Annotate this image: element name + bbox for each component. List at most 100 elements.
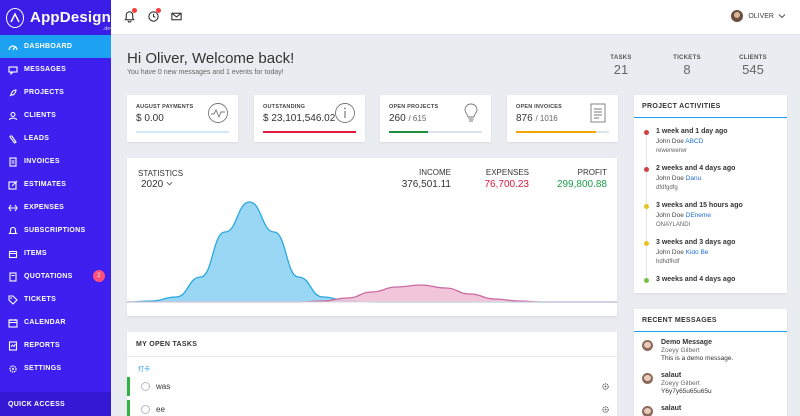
rocket-icon <box>8 88 18 98</box>
sidebar-item-label: CALENDAR <box>24 319 66 326</box>
brand[interactable]: AppDesign .dev <box>0 0 113 35</box>
message-item[interactable]: Demo Message Zoeyy Gilbert This is a demo … <box>642 339 733 362</box>
stat-tasks[interactable]: TASKS 21 <box>596 55 646 77</box>
sidebar-item-dashboard[interactable]: DASHBOARD <box>0 35 111 58</box>
sidebar-item-label: REPORTS <box>24 342 60 349</box>
gear-icon[interactable] <box>601 405 610 414</box>
sidebar-item-tickets[interactable]: TICKETS <box>0 288 111 311</box>
activity-project-link[interactable]: Kido Be <box>685 249 709 256</box>
progress-bar <box>389 131 482 133</box>
avatar <box>642 340 653 351</box>
card-outstanding[interactable]: OUTSTANDING $ 23,101,546.02 <box>254 95 365 142</box>
tasks-filter-link[interactable]: 打卡 <box>138 367 151 373</box>
sidebar-item-items[interactable]: ITEMS <box>0 242 111 265</box>
sidebar-item-leads[interactable]: LEADS <box>0 127 111 150</box>
task-checkbox[interactable] <box>141 382 150 391</box>
card-label: OPEN PROJECTS <box>389 104 439 110</box>
activity-note: ONAYLANDI <box>656 222 691 228</box>
activity-item[interactable]: 3 weeks and 15 hours ago John Doe DEneme O… <box>656 202 743 228</box>
brand-suffix: .dev <box>102 26 113 32</box>
sidebar-item-reports[interactable]: REPORTS <box>0 334 111 357</box>
sidebar-item-label: INVOICES <box>24 158 60 165</box>
notification-dot <box>132 8 137 13</box>
recent-messages-title: RECENT MESSAGES <box>634 309 787 332</box>
card-open-invoices[interactable]: OPEN INVOICES 876 / 1016 <box>507 95 618 142</box>
topbar: OLIVER <box>111 0 800 35</box>
message-from: Zoeyy Gilbert <box>661 347 700 354</box>
project-activities-title: PROJECT ACTIVITIES <box>634 95 787 118</box>
activity-time: 3 weeks and 4 days ago <box>656 276 736 283</box>
sidebar-item-projects[interactable]: PROJECTS <box>0 81 111 104</box>
sidebar-item-quotations[interactable]: QUOTATIONS 2 <box>0 265 111 288</box>
activity-note: rewerwerwr <box>656 148 688 154</box>
card-august-payments[interactable]: AUGUST PAYMENTS $ 0.00 <box>127 95 238 142</box>
timeline-dot <box>644 241 649 246</box>
sidebar-item-subscriptions[interactable]: SUBSCRIPTIONS <box>0 219 111 242</box>
bell-icon[interactable] <box>122 8 137 23</box>
progress-fill <box>263 131 356 133</box>
sidebar-item-label: EXPENSES <box>24 204 65 211</box>
card-value: $ 23,101,546.02 <box>263 113 336 124</box>
task-row[interactable]: was <box>127 377 617 396</box>
profit-summary: PROFIT 299,800.88 <box>557 168 607 190</box>
bell-icon <box>8 226 18 236</box>
sidebar-item-calendar[interactable]: CALENDAR <box>0 311 111 334</box>
activity-project-link[interactable]: Danu <box>685 175 702 182</box>
year-select[interactable]: 2020 <box>141 179 173 190</box>
welcome-subtitle: You have 0 new messages and 1 events for… <box>127 69 284 76</box>
message-item[interactable]: salaut Zoeyy Gilbert Y6y7y65u65u65u <box>642 372 712 395</box>
recent-messages-card: RECENT MESSAGES Demo Message Zoeyy Gilber… <box>634 309 787 416</box>
user-menu[interactable]: OLIVER <box>731 10 786 22</box>
statistics-label: STATISTICS <box>138 169 184 178</box>
sidebar-nav: DASHBOARD MESSAGES PROJECTS CLIENTS LEADS INV… <box>0 35 111 380</box>
sidebar-item-expenses[interactable]: EXPENSES <box>0 196 111 219</box>
avatar <box>642 373 653 384</box>
sidebar-item-estimates[interactable]: ESTIMATES <box>0 173 111 196</box>
activity-note: dfdfgdfg <box>656 185 678 191</box>
sidebar-item-settings[interactable]: SETTINGS <box>0 357 111 380</box>
sidebar-item-label: SETTINGS <box>24 365 62 372</box>
progress-bar <box>136 131 229 133</box>
message-title: salaut <box>661 372 682 379</box>
activity-time: 3 weeks and 15 hours ago <box>656 202 743 209</box>
sidebar-item-label: SUBSCRIPTIONS <box>24 227 86 234</box>
activity-item[interactable]: 1 week and 1 day ago John Doe ABCD rewerwe… <box>656 128 728 154</box>
series-0-area <box>127 202 617 302</box>
activity-project-link[interactable]: ABCD <box>685 138 704 145</box>
stat-label: CLIENTS <box>739 55 767 61</box>
task-checkbox[interactable] <box>141 405 150 414</box>
expenses-icon <box>8 203 18 213</box>
card-label: OPEN INVOICES <box>516 104 562 110</box>
income-value: 376,501.11 <box>401 179 451 190</box>
sidebar-item-label: ESTIMATES <box>24 181 67 188</box>
card-total: / 615 <box>408 114 427 123</box>
quick-access[interactable]: QUICK ACCESS <box>0 392 111 416</box>
activity-item[interactable]: 3 weeks and 4 days ago <box>656 276 735 283</box>
sidebar-item-invoices[interactable]: INVOICES <box>0 150 111 173</box>
gear-icon[interactable] <box>601 382 610 391</box>
sidebar: AppDesign .dev DASHBOARD MESSAGES PROJECTS C… <box>0 0 113 416</box>
sidebar-item-label: ITEMS <box>24 250 47 257</box>
sidebar-item-label: TICKETS <box>24 296 57 303</box>
stat-clients[interactable]: CLIENTS 545 <box>728 55 778 77</box>
sidebar-item-messages[interactable]: MESSAGES <box>0 58 111 81</box>
activity-project-link[interactable]: DEneme <box>685 212 711 219</box>
card-value: 260 / 615 <box>389 113 427 124</box>
activity-item[interactable]: 2 weeks and 4 days ago John Doe Danu dfdfg… <box>656 165 735 191</box>
sidebar-item-label: PROJECTS <box>24 89 65 96</box>
tag-icon <box>8 294 18 305</box>
invoice-icon <box>8 156 18 167</box>
mail-icon[interactable] <box>169 9 183 23</box>
edit-icon <box>8 180 18 190</box>
target-icon <box>8 134 18 144</box>
message-item[interactable]: salaut <box>642 405 681 416</box>
task-row[interactable]: ee <box>127 400 617 416</box>
activity-item[interactable]: 3 weeks and 3 days ago John Doe Kido Be hd… <box>656 239 735 265</box>
quotations-badge: 2 <box>93 270 105 282</box>
income-summary: INCOME 376,501.11 <box>402 168 451 190</box>
clock-icon[interactable] <box>146 8 161 23</box>
sidebar-item-clients[interactable]: CLIENTS <box>0 104 111 127</box>
stat-tickets[interactable]: TICKETS 8 <box>662 55 712 77</box>
card-open-projects[interactable]: OPEN PROJECTS 260 / 615 <box>380 95 491 142</box>
progress-bar <box>263 131 356 133</box>
